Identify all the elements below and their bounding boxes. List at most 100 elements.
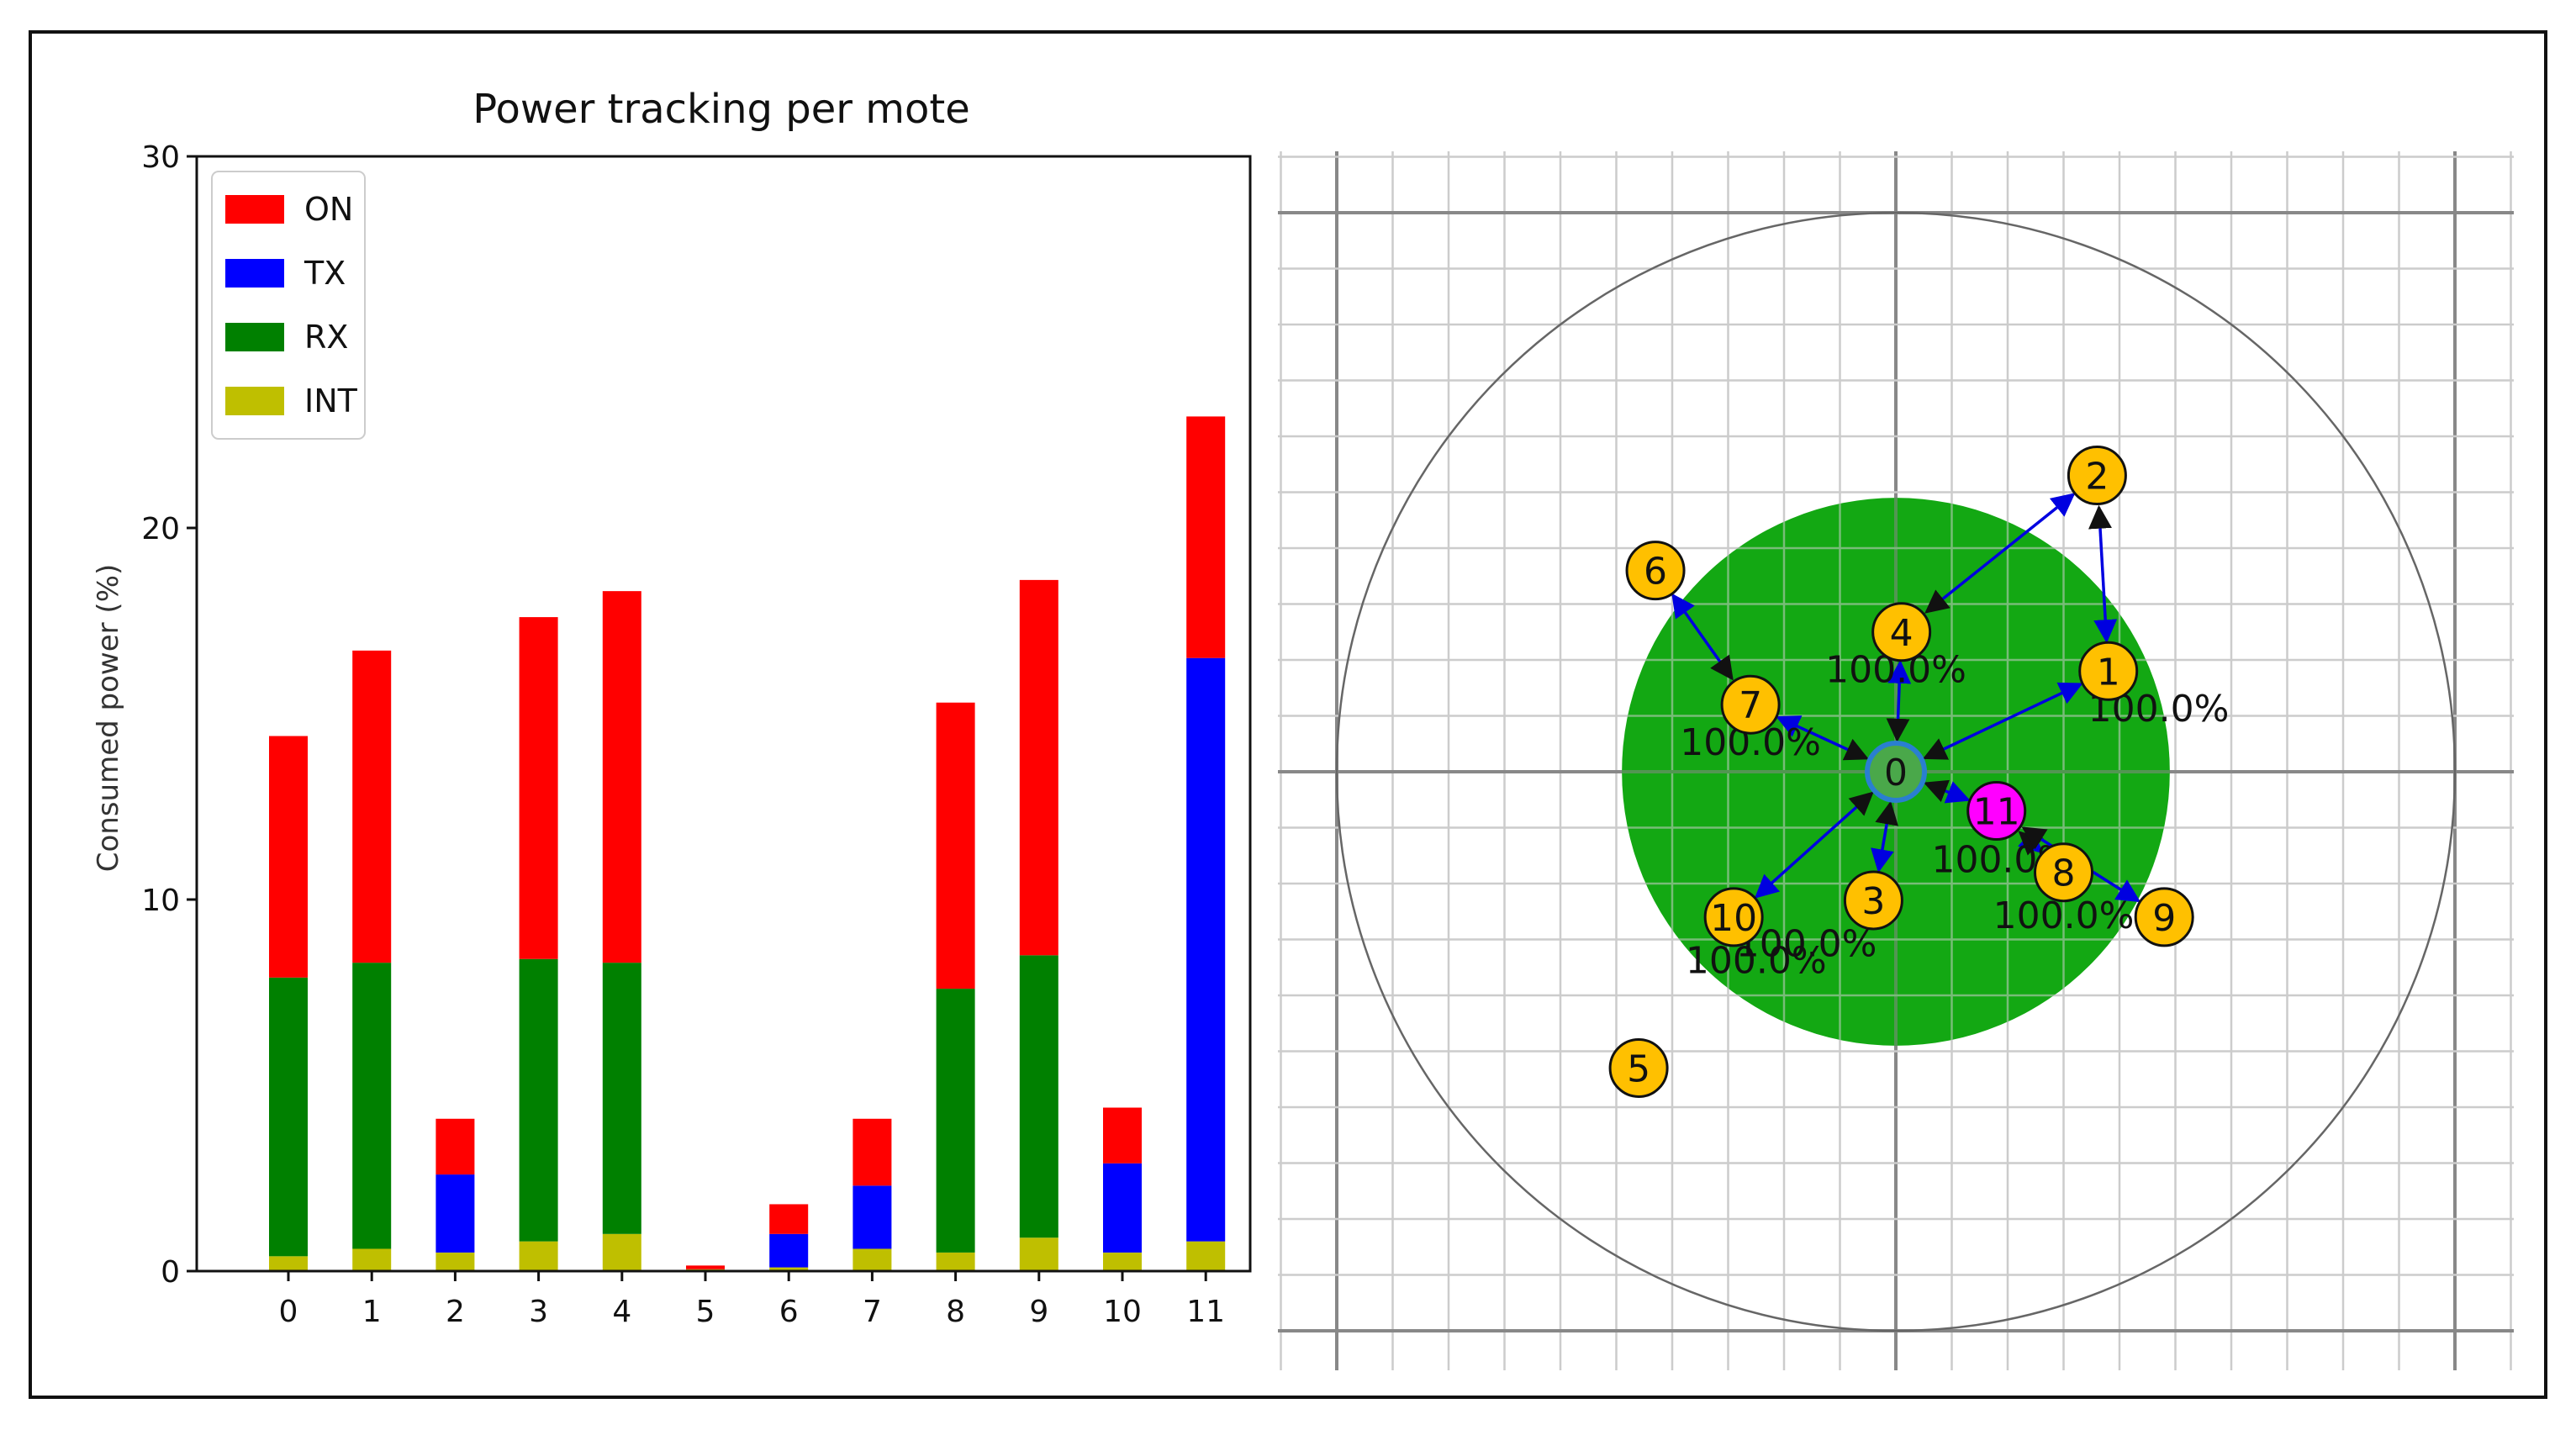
bar-segment-rx-mote-9 [1019,955,1058,1238]
mote-circle [2067,446,2127,506]
link-7-to-0 [1776,715,1870,761]
power-tracking-chart: Power tracking per mote Consumed power (… [92,86,1252,1329]
bar-segment-on-mote-10 [1103,1107,1142,1164]
mote-circle [1625,541,1686,601]
y-tick-label: 30 [141,140,180,175]
legend-swatch-tx [225,259,284,288]
link-3-to-0 [1871,800,1898,873]
bar-segment-tx-mote-2 [435,1174,475,1253]
mote-4[interactable]: 4 [1871,602,1932,662]
mote-6[interactable]: 6 [1625,541,1686,601]
bar-segment-rx-mote-3 [519,958,558,1242]
y-tick-label: 0 [161,1255,180,1290]
bar-segment-int-mote-2 [435,1252,475,1271]
bar-segment-on-mote-6 [769,1204,809,1234]
legend: ON TX RX INT [211,171,366,440]
bar-segment-on-mote-0 [269,736,308,978]
bar-segment-int-mote-6 [769,1267,809,1271]
mote-1[interactable]: 1 [2078,641,2139,701]
bar-segment-on-mote-11 [1186,416,1226,658]
bar-segment-on-mote-8 [936,702,975,989]
x-tick-label: 9 [1029,1295,1048,1329]
plot-area-border [195,155,1252,1273]
link-1-to-0 [1922,682,2083,760]
mote-circle [2134,887,2194,947]
bar-segment-rx-mote-1 [352,963,392,1249]
bar-segment-int-mote-0 [269,1256,308,1271]
mote-label: 0 [1884,752,1908,794]
bar-segment-on-mote-9 [1019,579,1058,956]
legend-swatch-int [225,387,284,415]
mote-circle [1865,741,1927,803]
x-tick-label: 10 [1103,1295,1142,1329]
mote-0[interactable]: 0 [1865,741,1927,803]
mote-label: 11 [1973,791,2020,834]
mote-label: 4 [1890,612,1914,655]
mote-3[interactable]: 3 [1843,870,1903,931]
x-tick-label: 11 [1186,1295,1225,1329]
bar-segment-on-mote-3 [519,617,558,959]
mote-circle [2034,842,2093,903]
mote-label: 2 [2085,456,2109,499]
mote-8[interactable]: 8 [2034,842,2093,903]
bar-segment-int-mote-9 [1019,1237,1058,1271]
chart-title: Power tracking per mote [472,86,970,133]
mote-7[interactable]: 7 [1720,674,1781,735]
x-tick-label: 2 [446,1295,465,1329]
mote-circle [1966,781,2027,842]
mote-circle [2078,641,2139,701]
legend-label-rx: RX [304,319,348,356]
bar-segment-int-mote-8 [936,1252,975,1271]
x-tick-label: 4 [612,1295,631,1329]
mote-11[interactable]: 11 [1966,781,2027,842]
x-tick-label: 7 [863,1295,882,1329]
bar-segment-tx-mote-6 [769,1233,809,1268]
x-tick-label: 1 [362,1295,382,1329]
legend-label-int: INT [304,383,358,420]
bar-segment-rx-mote-4 [602,963,641,1234]
bar-segment-on-mote-7 [853,1118,892,1186]
link-2-to-4 [1924,493,2076,614]
y-tick-label: 10 [141,884,180,918]
x-tick-label: 0 [279,1295,298,1329]
mote-circle [1720,674,1781,735]
mote-label: 5 [1627,1047,1650,1090]
bar-segment-int-mote-1 [352,1248,392,1271]
mote-label: 10 [1710,897,1757,940]
mote-label: 1 [2097,651,2120,694]
bar-segment-int-mote-3 [519,1241,558,1271]
x-tick-label: 5 [696,1295,715,1329]
bar-segment-rx-mote-0 [269,977,308,1257]
legend-swatch-on [225,195,284,224]
mote-10[interactable]: 10 [1703,887,1764,947]
legend-label-on: ON [304,191,353,228]
bar-segment-tx-mote-7 [853,1185,892,1249]
link-1-to-2 [2088,504,2118,644]
mote-5[interactable]: 5 [1608,1037,1669,1098]
mote-circle [1871,602,1932,662]
x-tick-label: 3 [529,1295,548,1329]
link-4-to-0 [1886,659,1912,742]
mote-label: 9 [2152,897,2176,940]
bar-segment-on-mote-1 [352,650,392,963]
mote-label: 8 [2052,852,2076,895]
bar-segment-rx-mote-8 [936,989,975,1253]
bar-segment-int-mote-4 [602,1233,641,1271]
link-11-to-0 [1923,779,1971,804]
bar-segment-tx-mote-10 [1103,1163,1142,1253]
mote-label: 6 [1644,551,1667,594]
y-tick-label: 20 [141,512,180,546]
mote-2[interactable]: 2 [2067,446,2127,506]
x-tick-label: 6 [779,1295,799,1329]
link-6-to-7 [1671,593,1734,681]
mote-9[interactable]: 9 [2134,887,2194,947]
link-10-to-0 [1754,791,1874,899]
y-axis-label: Consumed power (%) [92,564,125,873]
legend-swatch-rx [225,323,284,351]
bar-segment-on-mote-2 [435,1118,475,1175]
link-quality-label: 100.0% [1686,939,1827,982]
mote-circle [1843,870,1903,931]
bar-segment-int-mote-7 [853,1248,892,1271]
bar-segment-tx-mote-11 [1186,657,1226,1242]
